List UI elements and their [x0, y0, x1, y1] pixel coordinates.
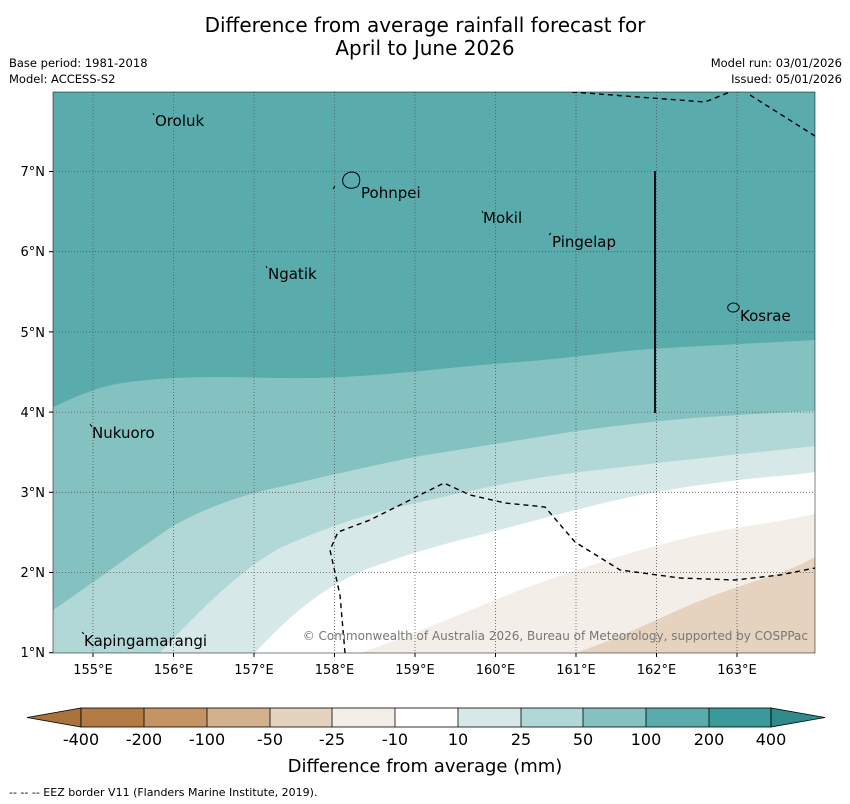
colorbar-bin-7	[458, 708, 521, 727]
eez-footnote: -- -- -- EEZ border V11 (Flanders Marine…	[9, 786, 318, 799]
eez-border-north	[571, 92, 732, 103]
colorbar: -400 -200 -100 -50 -25 -10 10 25 50 100 …	[26, 707, 826, 777]
colorbar-label-7: 10	[448, 730, 468, 749]
colorbar-bin-11	[709, 708, 771, 727]
graticule	[53, 92, 815, 653]
eez-borders	[329, 92, 815, 653]
colorbar-label-8: 25	[511, 730, 531, 749]
colorbar-bin-4	[270, 708, 332, 727]
map-frame	[52, 91, 816, 654]
eez-border-south	[329, 482, 815, 653]
band-minus50-minus25	[575, 557, 815, 653]
lat-label-6n: 6°N	[21, 245, 46, 260]
base-period: Base period: 1981-2018	[9, 56, 148, 70]
rainfall-shading	[53, 92, 815, 653]
colorbar-label-3: -100	[189, 730, 225, 749]
eez-border-northeast	[749, 94, 815, 137]
colorbar-label-10: 100	[631, 730, 662, 749]
colorbar-label-11: 200	[694, 730, 725, 749]
colorbar-under-arrow	[26, 707, 82, 728]
colorbar-label-2: -200	[126, 730, 162, 749]
place-oroluk: Oroluk	[155, 112, 204, 130]
place-nukuoro: Nukuoro	[92, 424, 155, 442]
colorbar-title: Difference from average (mm)	[288, 756, 563, 777]
lon-label-163e: 163°E	[717, 663, 757, 678]
colorbar-label-9: 50	[573, 730, 593, 749]
model-name: Model: ACCESS-S2	[9, 72, 116, 86]
lon-label-157e: 157°E	[234, 663, 274, 678]
colorbar-bin-10	[646, 708, 709, 727]
map-title: Difference from average rainfall forecas…	[0, 14, 850, 60]
place-pohnpei: Pohnpei	[361, 184, 421, 202]
place-ngatik: Ngatik	[268, 265, 317, 283]
lon-label-160e: 160°E	[476, 663, 516, 678]
lat-label-2n: 2°N	[21, 566, 46, 581]
lon-label-159e: 159°E	[395, 663, 435, 678]
lon-labels: 155°E 156°E 157°E 158°E 159°E 160°E 161°…	[73, 663, 757, 678]
place-kosrae: Kosrae	[740, 307, 791, 325]
lat-labels: 7°N 6°N 5°N 4°N 3°N 2°N 1°N	[21, 165, 46, 661]
issued-date: Issued: 05/01/2026	[731, 72, 842, 86]
lat-label-3n: 3°N	[21, 486, 46, 501]
lat-label-4n: 4°N	[21, 406, 46, 421]
lon-label-156e: 156°E	[154, 663, 194, 678]
colorbar-label-5: -25	[319, 730, 345, 749]
colorbar-bin-8	[521, 708, 583, 727]
colorbar-label-1: -400	[63, 730, 99, 749]
place-pingelap: Pingelap	[552, 233, 616, 251]
colorbar-label-6: -10	[382, 730, 408, 749]
lat-axis	[49, 171, 53, 654]
colorbar-label-12: 400	[756, 730, 787, 749]
colorbar-bin-1	[81, 708, 144, 727]
place-kapingamarangi: Kapingamarangi	[84, 632, 207, 650]
lat-label-1n: 1°N	[21, 646, 46, 661]
pohnpei-island	[342, 171, 361, 189]
kosrae-island	[727, 302, 740, 313]
colorbar-bin-9	[583, 708, 646, 727]
lat-label-7n: 7°N	[21, 165, 46, 180]
colorbar-bin-5	[332, 708, 395, 727]
colorbar-bin-2	[144, 708, 207, 727]
place-mokil: Mokil	[483, 209, 522, 227]
title-line-2: April to June 2026	[335, 36, 515, 60]
lon-axis	[92, 653, 738, 657]
copyright-notice: © Commonwealth of Australia 2026, Bureau…	[303, 629, 808, 643]
colorbar-bin-3	[207, 708, 270, 727]
lon-label-161e: 161°E	[556, 663, 596, 678]
colorbar-over-arrow	[770, 707, 826, 728]
lon-label-158e: 158°E	[315, 663, 355, 678]
model-run: Model run: 03/01/2026	[710, 56, 842, 70]
lon-label-155e: 155°E	[73, 663, 113, 678]
colorbar-bin-6	[395, 708, 458, 727]
lat-label-5n: 5°N	[21, 326, 46, 341]
islands	[81, 112, 740, 635]
lon-label-162e: 162°E	[637, 663, 677, 678]
place-labels: Oroluk Pohnpei Mokil Pingelap Ngatik Kos…	[84, 112, 791, 650]
meta-left: Base period: 1981-2018 Model: ACCESS-S2	[9, 55, 148, 87]
colorbar-label-4: -50	[257, 730, 283, 749]
title-line-1: Difference from average rainfall forecas…	[204, 13, 646, 37]
meta-right: Model run: 03/01/2026 Issued: 05/01/2026	[711, 55, 842, 87]
